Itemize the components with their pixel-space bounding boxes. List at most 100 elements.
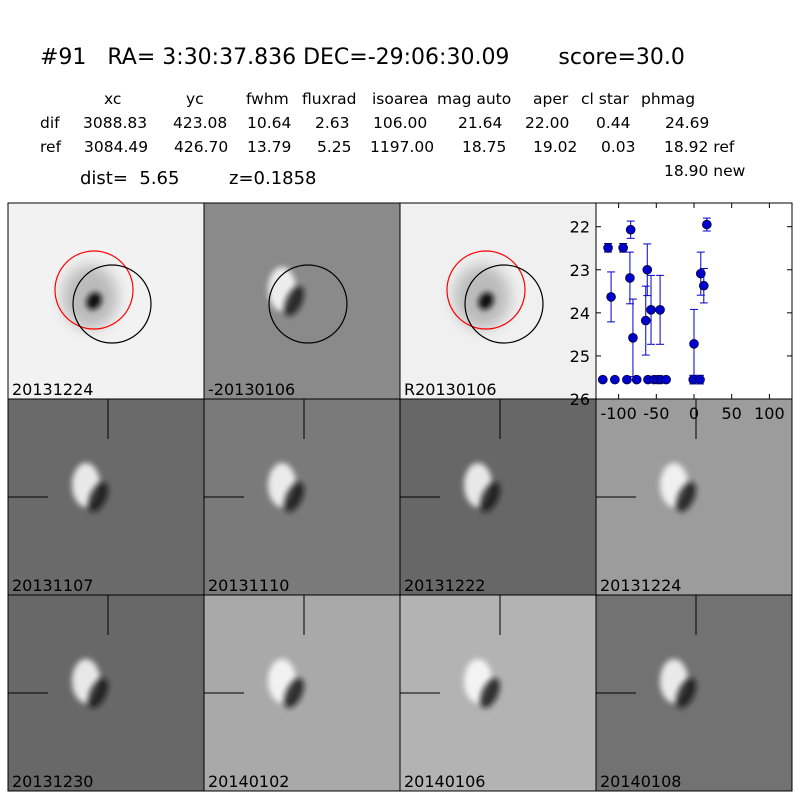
point	[631, 374, 642, 385]
stamp: -20130106	[203, 202, 401, 400]
red-circle	[54, 250, 134, 330]
stamp-label: 20140102	[208, 772, 289, 791]
stamp-image	[204, 595, 400, 791]
point	[610, 374, 620, 385]
column-header: fwhm	[246, 90, 289, 108]
stamp-label: 20131230	[12, 772, 93, 791]
blob-dark	[284, 678, 304, 708]
blob-dark	[676, 678, 696, 708]
stamp: 20131224	[7, 202, 205, 400]
table-cell: ref	[40, 138, 62, 156]
blob-dark	[284, 286, 304, 316]
table-cell: 426.70	[174, 138, 228, 156]
y-tick-label: 23	[570, 261, 590, 280]
x-tick-label: -50	[643, 404, 669, 423]
stamp-image	[400, 203, 596, 399]
x-tick-label: 50	[722, 404, 742, 423]
point	[702, 219, 712, 230]
table-cell: 21.64	[458, 114, 502, 132]
stamp-label: -20130106	[208, 380, 295, 399]
column-header: isoarea	[372, 90, 428, 108]
plot-frame	[595, 202, 793, 400]
stamp: 20131222	[399, 398, 597, 596]
column-header: fluxrad	[302, 90, 356, 108]
table-cell: 10.64	[247, 114, 291, 132]
core	[86, 292, 102, 310]
stamp: 20140106	[399, 594, 597, 792]
column-header: aper	[533, 90, 569, 108]
black-circle	[464, 264, 544, 344]
red-circle	[446, 250, 526, 330]
stamp: 20131107	[7, 398, 205, 596]
stamp-label: 20140106	[404, 772, 485, 791]
point	[625, 224, 636, 235]
table-cell: 13.79	[247, 138, 291, 156]
blob-dark	[284, 482, 304, 512]
stamp-image	[204, 203, 400, 399]
table-cell: 106.00	[373, 114, 427, 132]
table-cell: 1197.00	[370, 138, 434, 156]
stamp-label: 20131107	[12, 576, 93, 595]
blob-dark	[88, 678, 108, 708]
x-tick-label: 100	[754, 404, 785, 423]
stamp: 20131110	[203, 398, 401, 596]
column-header: cl star	[581, 90, 629, 108]
stamp-image	[8, 203, 204, 399]
point	[695, 374, 705, 385]
point	[689, 339, 699, 349]
stamp-label: 20131110	[208, 576, 289, 595]
stamp: 20131230	[7, 594, 205, 792]
stamp-label: 20131224	[600, 576, 681, 595]
column-header: mag auto	[437, 90, 511, 108]
point	[625, 273, 635, 283]
table-cell: 0.44	[596, 114, 631, 132]
extra-phmag: 18.90 new	[664, 162, 746, 180]
table-cell: 22.00	[525, 114, 569, 132]
x-tick-label: 0	[689, 404, 699, 423]
column-header: xc	[104, 90, 121, 108]
y-tick-label: 26	[570, 390, 590, 409]
point	[642, 264, 653, 275]
stamp: R20130106	[399, 202, 597, 400]
point	[661, 374, 671, 385]
table-cell: 0.03	[601, 138, 636, 156]
blob-dark	[480, 482, 500, 512]
table-cell: dif	[40, 114, 60, 132]
stamp: 20131224	[595, 398, 793, 596]
z: z=0.1858	[229, 168, 317, 189]
column-header: phmag	[641, 90, 695, 108]
table-cell: 3084.49	[84, 138, 148, 156]
title: #91 RA= 3:30:37.836 DEC=-29:06:30.09 sco…	[40, 45, 685, 70]
point	[698, 280, 709, 291]
table-cell: 19.02	[533, 138, 577, 156]
stamp: 20140102	[203, 594, 401, 792]
stamp-image	[596, 399, 792, 595]
point	[606, 292, 616, 302]
stamp-label: 20140108	[600, 772, 681, 791]
table-cell: 2.63	[315, 114, 350, 132]
point	[646, 305, 656, 315]
table-cell: 18.75	[462, 138, 506, 156]
column-header: yc	[186, 90, 204, 108]
blob-dark	[88, 482, 108, 512]
stamp: 20140108	[595, 594, 793, 792]
core	[478, 292, 494, 310]
point	[628, 333, 638, 343]
x-tick-label: -100	[600, 404, 636, 423]
stamp-frame	[595, 594, 793, 792]
y-tick-label: 22	[570, 218, 590, 237]
stamp-label: 20131222	[404, 576, 485, 595]
point	[622, 374, 632, 385]
dist: dist= 5.65	[80, 168, 179, 189]
point	[695, 268, 706, 279]
y-tick-label: 25	[570, 347, 590, 366]
point	[655, 305, 665, 315]
y-tick-label: 24	[570, 304, 590, 323]
blob-dark	[480, 678, 500, 708]
blob-dark	[676, 482, 696, 512]
point	[597, 374, 608, 385]
table-cell: 3088.83	[83, 114, 147, 132]
point	[640, 315, 651, 326]
stamp-label: 20131224	[12, 380, 93, 399]
